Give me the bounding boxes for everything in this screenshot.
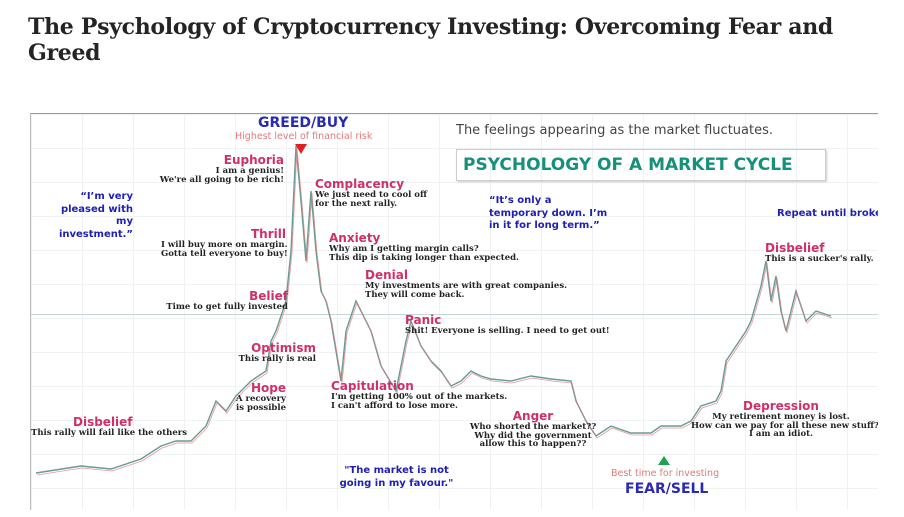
- stage-note: Who shorted the market?? Why did the gov…: [469, 421, 597, 450]
- stage-disbelief: Disbelief This rally will fail like the o…: [31, 416, 187, 438]
- market-cycle-infographic: GREED/BUY Highest level of financial ris…: [30, 113, 878, 510]
- stage-note: Time to get fully invested: [166, 301, 288, 312]
- quote-not-favour: "The market is not going in my favour.": [339, 465, 454, 489]
- stage-name: Belief: [249, 289, 288, 303]
- stage-note: Shit! Everyone is selling. I need to get…: [405, 325, 610, 336]
- stage-name: Euphoria: [223, 153, 284, 167]
- stage-name: Disbelief: [73, 415, 133, 429]
- stage-note: This is a sucker's rally.: [765, 253, 874, 264]
- stage-name: Capitulation: [331, 379, 414, 393]
- stage-note: My investments are with great companies.…: [365, 280, 568, 300]
- stage-note: I am a genius! We're all going to be ric…: [159, 165, 284, 185]
- stage-note: We just need to cool off for the next ra…: [315, 189, 427, 209]
- peak-down-arrow-icon: [295, 144, 307, 154]
- stage-name: Hope: [250, 381, 286, 395]
- stage-note: A recovery is possible: [235, 393, 286, 413]
- baseline-divider: [31, 314, 878, 315]
- stage-note: My retirement money is lost. How can we …: [691, 411, 878, 440]
- stage-thrill: Thrill I will buy more on margin. Gotta t…: [161, 227, 288, 259]
- stage-name: Optimism: [251, 341, 316, 355]
- stage-note: Why am I getting margin calls? This dip …: [329, 243, 520, 263]
- stage-name: Thrill: [251, 227, 286, 241]
- stage-name: Anger: [512, 409, 554, 423]
- greed-buy-label: GREED/BUY: [258, 115, 349, 131]
- stage-name: Depression: [743, 399, 819, 413]
- stage-hope: Hope A recovery is possible: [161, 382, 286, 412]
- stage-note: I'm getting 100% out of the markets. I c…: [331, 391, 508, 411]
- stage-name: Disbelief: [765, 241, 825, 255]
- stage-euphoria: Euphoria I am a genius! We're all going t…: [159, 154, 284, 184]
- bottom-up-arrow-icon: [658, 456, 670, 465]
- price-chart: [35, 144, 833, 476]
- fear-subtitle: Best time for investing: [611, 468, 720, 479]
- stage-note: This rally will fail like the others: [31, 427, 188, 438]
- stage-depression: Depression My retirement money is lost. H…: [691, 399, 878, 440]
- stage-note: I will buy more on margin. Gotta tell ev…: [161, 239, 288, 259]
- greed-subtitle: Highest level of financial risk: [235, 131, 373, 142]
- stage-disbelief: Disbelief This is a sucker's rally.: [765, 242, 874, 264]
- price-line-down: [36, 147, 833, 476]
- stage-name: Anxiety: [329, 231, 381, 245]
- fear-sell-label: FEAR/SELL: [625, 481, 709, 497]
- stage-note: This rally is real: [238, 353, 316, 364]
- stage-capitulation: Capitulation I'm getting 100% out of the …: [331, 380, 507, 410]
- stage-denial: Denial My investments are with great comp…: [365, 269, 567, 299]
- infographic-title: PSYCHOLOGY OF A MARKET CYCLE: [456, 149, 826, 181]
- stage-belief: Belief Time to get fully invested: [163, 290, 288, 312]
- stage-name: Panic: [405, 313, 442, 327]
- stage-name: Complacency: [315, 177, 405, 191]
- quote-pleased: “I’m very pleased with my investment.”: [58, 191, 133, 240]
- stage-anxiety: Anxiety Why am I getting margin calls? Th…: [329, 232, 519, 262]
- stage-name: Denial: [365, 268, 408, 282]
- repeat-until-broke: Repeat until broke.: [777, 208, 878, 219]
- stage-anger: Anger Who shorted the market?? Why did th…: [443, 410, 623, 449]
- stage-panic: Panic Shit! Everyone is selling. I need t…: [405, 314, 610, 336]
- quote-temporary: “It’s only a temporary down. I’m in it f…: [489, 195, 608, 231]
- article-title: The Psychology of Cryptocurrency Investi…: [28, 14, 834, 66]
- feelings-caption: The feelings appearing as the market flu…: [456, 123, 774, 138]
- stage-optimism: Optimism This rally is real: [191, 342, 316, 364]
- stage-complacency: Complacency We just need to cool off for …: [315, 178, 427, 208]
- price-line: [35, 145, 832, 474]
